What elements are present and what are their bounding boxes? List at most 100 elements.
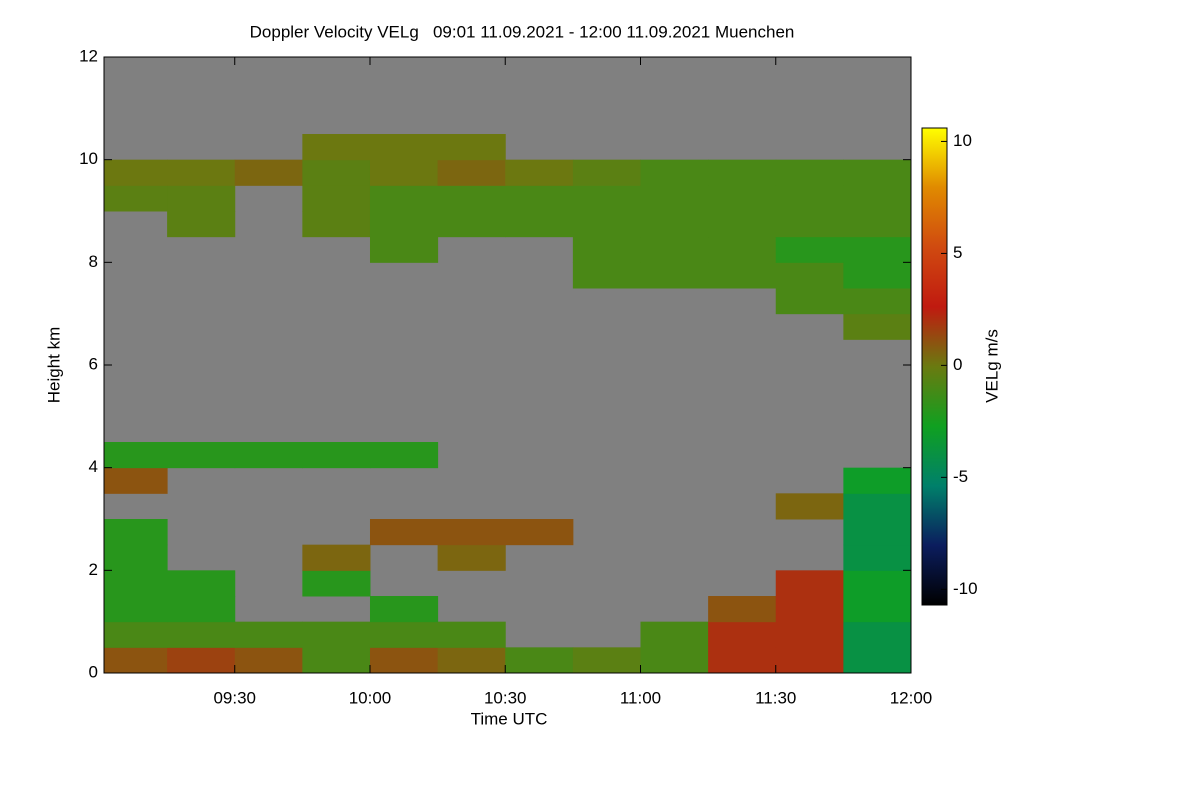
heatmap-cell — [369, 647, 439, 674]
heatmap-cell — [640, 159, 709, 186]
y-tick-label: 10 — [79, 149, 98, 168]
heatmap-cell — [302, 621, 371, 648]
heatmap-cell — [302, 159, 371, 186]
y-tick-label: 2 — [89, 560, 98, 579]
y-axis-label: Height km — [44, 327, 63, 404]
heatmap-cell — [167, 185, 236, 212]
heatmap-cell — [708, 236, 777, 263]
heatmap-cell — [775, 236, 844, 263]
heatmap-cell — [843, 621, 912, 648]
heatmap-cell — [775, 596, 844, 623]
heatmap-cell — [234, 159, 303, 186]
heatmap-cell — [843, 570, 912, 597]
heatmap-cell — [775, 647, 844, 674]
heatmap-cell — [437, 647, 506, 674]
heatmap-cell — [843, 493, 912, 520]
heatmap-cell — [167, 159, 236, 186]
heatmap-cell — [104, 596, 168, 623]
colorbar — [921, 127, 948, 606]
heatmap-cell — [708, 647, 777, 674]
heatmap-cell — [104, 442, 168, 469]
heatmap-cell — [437, 519, 506, 546]
chart-title: Doppler Velocity VELg 09:01 11.09.2021 -… — [250, 22, 795, 41]
heatmap-cell — [104, 647, 168, 674]
heatmap-cell — [437, 211, 506, 238]
heatmap-cell — [369, 519, 439, 546]
heatmap-cell — [572, 185, 641, 212]
heatmap-cell — [369, 211, 439, 238]
heatmap-cell — [572, 262, 641, 289]
heatmap-cell — [775, 211, 844, 238]
heatmap-cell — [708, 185, 777, 212]
heatmap-cell — [505, 185, 574, 212]
heatmap-cell — [369, 596, 439, 623]
heatmap-cell — [640, 621, 709, 648]
heatmap-cell — [640, 647, 709, 674]
heatmap-cell — [775, 288, 844, 315]
heatmap-cell — [640, 211, 709, 238]
heatmap-cell — [775, 570, 844, 597]
y-tick-label: 0 — [89, 662, 98, 681]
heatmap-cell — [843, 519, 912, 546]
colorbar-tick-label: -10 — [953, 579, 978, 598]
heatmap-cell — [437, 134, 506, 161]
heatmap-cell — [104, 519, 168, 546]
heatmap-cell — [572, 159, 641, 186]
heatmap-cell — [640, 262, 709, 289]
heatmap-cell — [302, 185, 371, 212]
heatmap-cell — [843, 262, 912, 289]
heatmap-cell — [708, 621, 777, 648]
heatmap-cell — [234, 442, 303, 469]
colorbar-tick-label: 10 — [953, 131, 972, 150]
heatmap-cell — [302, 211, 371, 238]
heatmap-cell — [437, 544, 506, 571]
heatmap-cell — [843, 544, 912, 571]
heatmap-cell — [640, 236, 709, 263]
heatmap-cell — [302, 442, 371, 469]
heatmap-cell — [167, 442, 236, 469]
heatmap-cell — [505, 159, 574, 186]
heatmap-cell — [104, 621, 168, 648]
heatmap-cell — [843, 313, 912, 340]
heatmap-cell — [505, 519, 574, 546]
colorbar-tick-label: 5 — [953, 243, 962, 262]
heatmap-cell — [708, 596, 777, 623]
colorbar-label: VELg m/s — [982, 329, 1001, 403]
heatmap-cell — [708, 262, 777, 289]
x-tick-label: 09:30 — [213, 688, 256, 707]
heatmap-cell — [369, 442, 439, 469]
heatmap-cell — [843, 159, 912, 186]
heatmap-cell — [775, 621, 844, 648]
heatmap-cell — [369, 185, 439, 212]
x-tick-label: 11:30 — [755, 688, 796, 707]
x-tick-label: 11:00 — [620, 688, 661, 707]
heatmap-cell — [843, 236, 912, 263]
heatmap-cell — [843, 288, 912, 315]
heatmap-cell — [708, 211, 777, 238]
heatmap-cell — [843, 467, 912, 494]
heatmap-cell — [843, 185, 912, 212]
heatmap-cell — [234, 647, 303, 674]
heatmap-cell — [302, 544, 371, 571]
colorbar-tick-label: 0 — [953, 355, 962, 374]
colorbar-tick-label: -5 — [953, 467, 968, 486]
heatmap-cell — [505, 647, 574, 674]
heatmap-cell — [775, 262, 844, 289]
y-tick-label: 6 — [89, 354, 98, 373]
heatmap-cell — [775, 493, 844, 520]
heatmap-cell — [572, 647, 641, 674]
heatmap-cell — [369, 159, 439, 186]
heatmap-cell — [775, 185, 844, 212]
heatmap-cell — [302, 647, 371, 674]
heatmap-cell — [843, 211, 912, 238]
heatmap-cell — [369, 621, 439, 648]
heatmap-cell — [640, 185, 709, 212]
heatmap-cell — [167, 621, 236, 648]
heatmap-cell — [572, 211, 641, 238]
heatmap-cell — [104, 544, 168, 571]
heatmap-cell — [775, 159, 844, 186]
y-tick-label: 8 — [89, 252, 98, 271]
x-tick-label: 10:30 — [484, 688, 527, 707]
heatmap-cell — [104, 467, 168, 494]
